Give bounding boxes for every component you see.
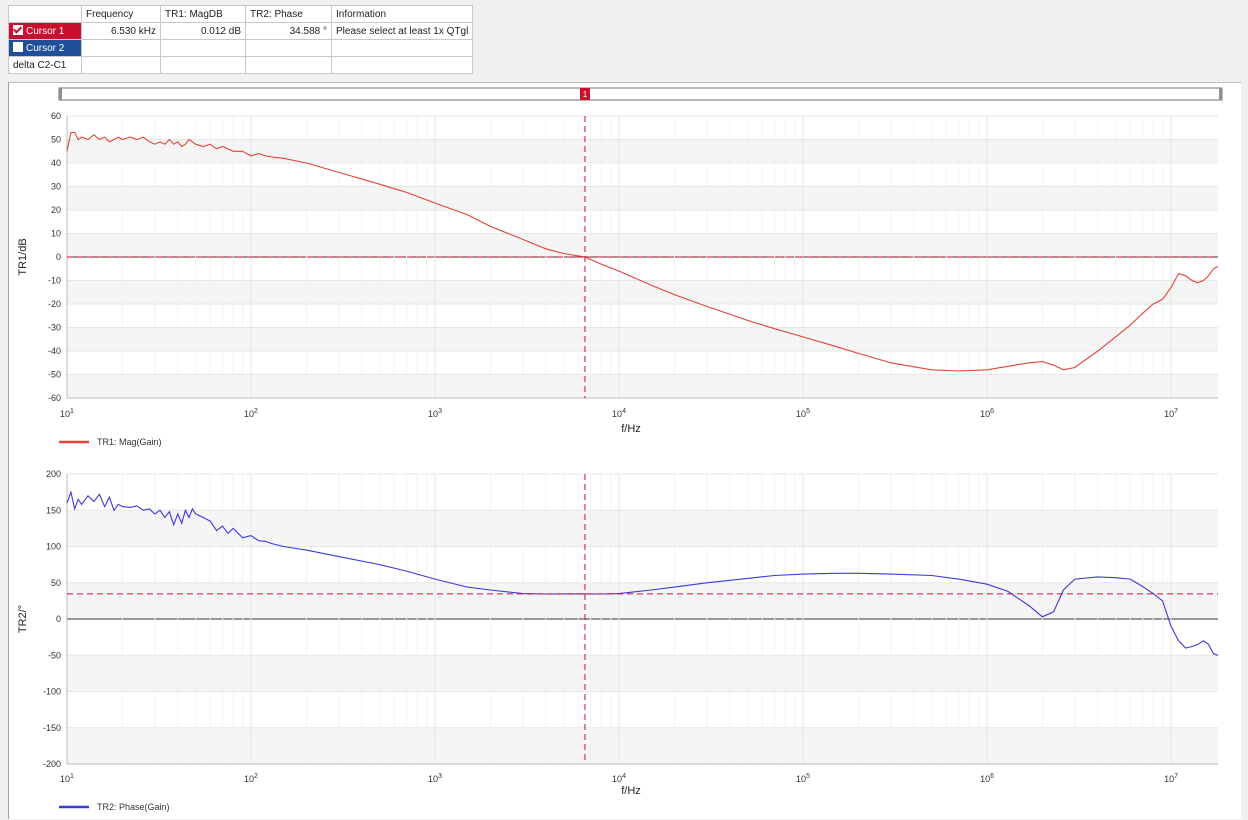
cursor-1-cell[interactable]: Cursor 1 xyxy=(8,22,82,40)
cursor-1-row[interactable]: Cursor 1 6.530 kHz 0.012 dB 34.588 ° Ple… xyxy=(8,22,474,40)
phase-xaxis-label: f/Hz xyxy=(621,785,641,797)
cursor-1-label: Cursor 1 xyxy=(26,26,65,37)
mag-series-line xyxy=(66,131,1219,372)
plot-panel: 60 50 40 30 20 10 0 -10 -20 -30 -40 -50 -60 101 102 103… xyxy=(8,82,1241,819)
phase-grid-band xyxy=(67,582,1218,619)
mag-xtick-label: 103 xyxy=(428,408,442,419)
mag-ytick-label: -50 xyxy=(48,370,61,380)
phase-series-line xyxy=(66,490,1219,656)
mag-ytick-label: 30 xyxy=(51,182,61,192)
phase-ytick-label: 50 xyxy=(51,578,61,588)
phase-ytick-label: -100 xyxy=(43,687,61,697)
mag-ytick-label: 0 xyxy=(56,252,61,262)
cursor-slider-marker xyxy=(579,88,590,100)
mag-legend-label: TR1: Mag(Gain) xyxy=(97,437,162,447)
cursor-table: Frequency TR1: MagDB TR2: Phase Informat… xyxy=(8,5,474,74)
mag-ytick-label: 50 xyxy=(51,135,61,145)
phase-xtick-label: 103 xyxy=(428,773,442,784)
phase-ytick-label: 0 xyxy=(56,614,61,624)
mag-xtick-label: 101 xyxy=(60,408,74,419)
delta-row: delta C2-C1 xyxy=(8,56,474,74)
phase-xtick-label: 105 xyxy=(796,773,810,784)
cursor-1-phase: 34.588 ° xyxy=(245,22,332,40)
header-frequency[interactable]: Frequency xyxy=(81,5,161,23)
mag-xaxis-label: f/Hz xyxy=(621,423,641,435)
mag-ytick-label: 20 xyxy=(51,205,61,215)
mag-grid-band xyxy=(67,327,1218,351)
mag-grid-band xyxy=(67,280,1218,304)
mag-ytick-label: 10 xyxy=(51,229,61,239)
phase-xtick-label: 104 xyxy=(612,773,626,784)
mag-xtick-label: 107 xyxy=(1164,408,1178,419)
phase-xtick-label: 101 xyxy=(60,773,74,784)
cursor-2-frequency xyxy=(81,39,161,57)
cursor-1-checkbox[interactable] xyxy=(13,25,23,35)
mag-ytick-label: -40 xyxy=(48,346,61,356)
cursor-slider-left-handle xyxy=(59,88,62,100)
delta-mag xyxy=(160,56,246,74)
mag-ytick-label: -30 xyxy=(48,323,61,333)
mag-xtick-label: 106 xyxy=(980,408,994,419)
cursor-2-phase xyxy=(245,39,332,57)
header-blank xyxy=(8,5,82,23)
cursor-2-label: Cursor 2 xyxy=(26,43,65,54)
cursor-slider-track xyxy=(58,87,1223,101)
mag-ytick-label: 40 xyxy=(51,158,61,168)
mag-ytick-label: -60 xyxy=(48,393,61,403)
cursor-1-mag: 0.012 dB xyxy=(160,22,246,40)
cursor-1-frequency: 6.530 kHz xyxy=(81,22,161,40)
cursor-2-info xyxy=(330,39,474,57)
phase-ytick-label: -50 xyxy=(48,650,61,660)
mag-ytick-label: -10 xyxy=(48,276,61,286)
mag-ytick-label: -20 xyxy=(48,299,61,309)
phase-grid-band xyxy=(67,510,1218,547)
mag-grid-band xyxy=(67,374,1218,398)
mag-grid-band xyxy=(67,233,1218,257)
mag-ytick-label: 60 xyxy=(51,111,61,121)
phase-ytick-label: 100 xyxy=(46,542,61,552)
delta-phase xyxy=(245,56,332,74)
phase-xtick-label: 106 xyxy=(980,773,994,784)
phase-yaxis-label: TR2/° xyxy=(17,605,29,633)
mag-grid-band xyxy=(67,186,1218,210)
cursor-slider-marker-label: 1 xyxy=(583,90,588,99)
header-information[interactable]: Information xyxy=(330,5,474,23)
mag-xtick-label: 104 xyxy=(612,408,626,419)
delta-label: delta C2-C1 xyxy=(8,56,82,74)
cursor-table-header: Frequency TR1: MagDB TR2: Phase Informat… xyxy=(8,5,474,23)
cursor-1-info: Please select at least 1x QTgl xyxy=(330,22,474,40)
phase-grid-band xyxy=(67,655,1218,692)
phase-ytick-label: 200 xyxy=(46,469,61,479)
mag-yaxis-label: TR1/dB xyxy=(17,238,29,275)
phase-legend-label: TR2: Phase(Gain) xyxy=(97,802,170,812)
phase-ytick-label: -200 xyxy=(43,759,61,769)
phase-ytick-label: 150 xyxy=(46,505,61,515)
mag-xtick-label: 105 xyxy=(796,408,810,419)
cursor-2-mag xyxy=(160,39,246,57)
phase-grid-band xyxy=(67,727,1218,764)
delta-info xyxy=(330,56,474,74)
mag-grid-band xyxy=(67,139,1218,163)
cursor-2-row[interactable]: Cursor 2 xyxy=(8,39,474,57)
phase-xtick-label: 107 xyxy=(1164,773,1178,784)
cursor-slider-right-handle xyxy=(1219,88,1222,100)
header-tr2-phase[interactable]: TR2: Phase xyxy=(245,5,332,23)
phase-xtick-label: 102 xyxy=(244,773,258,784)
phase-ytick-label: -150 xyxy=(43,723,61,733)
mag-xtick-label: 102 xyxy=(244,408,258,419)
header-tr1-magdb[interactable]: TR1: MagDB xyxy=(160,5,246,23)
cursor-2-cell[interactable]: Cursor 2 xyxy=(8,39,82,57)
delta-frequency xyxy=(81,56,161,74)
cursor-2-checkbox[interactable] xyxy=(13,42,23,52)
